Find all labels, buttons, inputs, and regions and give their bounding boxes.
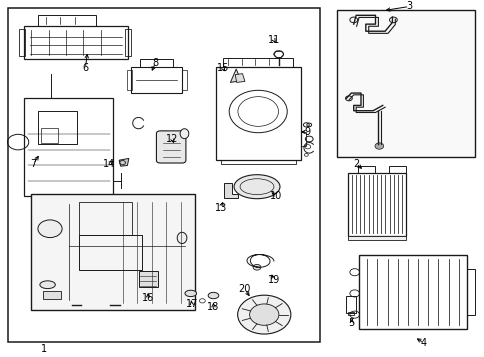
Bar [336, 10, 474, 157]
Text: 7: 7 [30, 159, 37, 169]
Polygon shape [119, 159, 129, 166]
Ellipse shape [40, 281, 55, 288]
Bar [347, 236, 405, 240]
Bar [182, 70, 186, 90]
Circle shape [349, 17, 357, 23]
Ellipse shape [208, 292, 218, 299]
Bar [79, 202, 132, 235]
Bar [24, 98, 113, 196]
Bar [41, 129, 58, 142]
Text: 2: 2 [352, 159, 359, 169]
Bar [467, 269, 474, 315]
Bar [38, 111, 77, 144]
Polygon shape [235, 74, 244, 82]
Ellipse shape [184, 290, 196, 297]
Bar [300, 132, 306, 146]
Text: 17: 17 [185, 299, 197, 309]
Bar [358, 255, 467, 329]
Text: 4: 4 [420, 338, 426, 348]
Text: 13: 13 [214, 203, 227, 213]
Bar [19, 29, 25, 56]
Circle shape [38, 220, 62, 237]
Bar [357, 166, 374, 172]
Circle shape [345, 96, 351, 101]
Circle shape [237, 295, 290, 334]
Circle shape [389, 17, 396, 23]
Bar [138, 272, 158, 287]
Polygon shape [224, 183, 237, 198]
Text: 5: 5 [348, 318, 354, 328]
Bar [24, 26, 128, 60]
Bar [79, 235, 142, 270]
Bar [33, 195, 58, 202]
Bar [220, 160, 295, 165]
Text: 3: 3 [406, 1, 411, 11]
Bar [388, 166, 405, 172]
Bar [215, 66, 300, 160]
Bar [8, 8, 319, 342]
Bar [127, 70, 132, 90]
Bar [125, 29, 131, 56]
Text: 15: 15 [216, 63, 229, 73]
Bar [30, 194, 195, 310]
Text: 14: 14 [103, 159, 115, 169]
Bar [38, 15, 96, 26]
Text: 12: 12 [166, 134, 178, 144]
Bar [347, 172, 405, 236]
Bar [345, 296, 355, 313]
Ellipse shape [180, 129, 188, 139]
Text: 6: 6 [82, 63, 88, 73]
Circle shape [374, 143, 383, 149]
Bar [347, 312, 353, 315]
Text: 18: 18 [207, 302, 219, 312]
Bar [223, 58, 293, 66]
Text: 11: 11 [267, 35, 279, 45]
Circle shape [253, 265, 260, 270]
Polygon shape [230, 69, 241, 82]
Circle shape [249, 304, 278, 325]
Text: 20: 20 [238, 284, 251, 294]
Bar [131, 66, 182, 93]
Text: 10: 10 [270, 191, 282, 201]
Text: 8: 8 [152, 58, 158, 68]
Ellipse shape [234, 175, 279, 199]
Bar [140, 60, 172, 66]
FancyBboxPatch shape [156, 131, 185, 163]
Ellipse shape [177, 232, 186, 243]
Bar [43, 291, 61, 299]
Text: 1: 1 [41, 343, 47, 353]
Text: 9: 9 [303, 127, 310, 137]
Text: 19: 19 [267, 275, 279, 285]
Text: 16: 16 [142, 293, 154, 303]
